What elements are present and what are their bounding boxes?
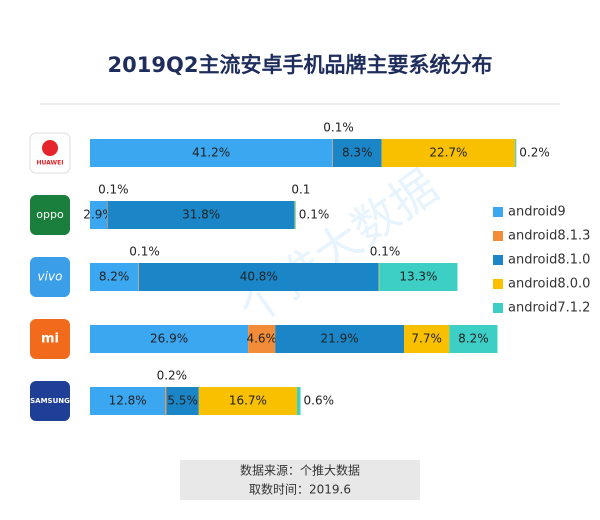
watermark: 个推大数据 — [228, 159, 447, 335]
bar-segment — [296, 387, 301, 415]
logo-bg — [30, 319, 70, 359]
legend-label: android8.1.3 — [508, 229, 590, 244]
value-label: 22.7% — [429, 146, 467, 160]
category-label: HUAWEI — [36, 160, 63, 167]
value-label: 7.7% — [411, 332, 442, 346]
value-label: 41.2% — [192, 146, 230, 160]
bar-segment — [275, 325, 404, 353]
bar-segment — [90, 263, 139, 291]
legend-swatch — [493, 231, 503, 241]
bar-segment — [248, 325, 276, 353]
value-label: 2.9% — [83, 208, 114, 222]
bar-segment — [294, 201, 296, 229]
category-label: oppo — [36, 208, 64, 221]
legend-swatch — [493, 255, 503, 265]
value-label: 0.1% — [299, 208, 330, 222]
legend-swatch — [493, 303, 503, 313]
logo-bg — [30, 195, 70, 235]
legend-label: android7.1.2 — [508, 301, 590, 316]
bar-segment — [332, 139, 333, 167]
logo-bg — [30, 257, 70, 297]
bar-segment — [295, 201, 296, 229]
value-label: 21.9% — [321, 332, 359, 346]
category-label: vivo — [38, 270, 63, 284]
logos: HUAWEI oppo vivo mi SAMSUNG — [29, 132, 71, 421]
bar-segment — [381, 139, 516, 167]
legend-label: android8.1.0 — [508, 253, 590, 268]
value-label: 8.2% — [458, 332, 489, 346]
value-label: 4.6% — [246, 332, 277, 346]
source: 数据来源：个推大数据 — [240, 463, 360, 478]
bar-segment — [90, 201, 108, 229]
value-label: 0.2% — [519, 146, 550, 160]
date: 取数时间：2019.6 — [249, 482, 351, 497]
category-label: SAMSUNG — [30, 397, 70, 405]
bar-segment — [403, 325, 450, 353]
category-label: mi — [41, 332, 59, 347]
bar-segment — [379, 263, 458, 291]
value-label: 31.8% — [182, 208, 220, 222]
value-label: 5.5% — [167, 394, 198, 408]
legend-label: android8.0.0 — [508, 277, 590, 292]
source-box — [180, 460, 420, 500]
value-label: 0.1% — [129, 245, 160, 259]
value-label: 0.1 — [291, 183, 310, 197]
value-label: 8.3% — [342, 146, 373, 160]
logo-icon — [42, 140, 58, 156]
bar-segment — [166, 387, 199, 415]
bar-segment — [332, 139, 382, 167]
value-label: 0.1% — [370, 245, 401, 259]
value-label: 26.9% — [150, 332, 188, 346]
bar-segment — [515, 139, 517, 167]
value-label: 0.1% — [323, 121, 354, 135]
bar-segment — [138, 263, 379, 291]
bar-segment — [90, 139, 333, 167]
value-label: 12.8% — [109, 394, 147, 408]
legend-swatch — [493, 279, 503, 289]
value-label: 0.6% — [304, 394, 335, 408]
bar-segment — [107, 201, 295, 229]
bar-segment — [378, 263, 380, 291]
bar-segment — [449, 325, 498, 353]
value-label: 16.7% — [229, 394, 267, 408]
bar-segment — [165, 387, 167, 415]
value-label: 8.2% — [99, 270, 130, 284]
value-label: 13.3% — [399, 270, 437, 284]
bar-segment — [90, 325, 249, 353]
legend-swatch — [493, 207, 503, 217]
value-label: 40.8% — [240, 270, 278, 284]
value-label: 0.1% — [98, 183, 129, 197]
bar-segment — [90, 387, 166, 415]
bar-segment — [107, 201, 108, 229]
bar-segment — [138, 263, 139, 291]
bar-segment — [198, 387, 297, 415]
value-label: 0.2% — [157, 369, 188, 383]
chart-title: 2019Q2主流安卓手机品牌主要系统分布 — [108, 53, 493, 77]
legend-label: android9 — [508, 205, 566, 220]
logo-bg — [30, 381, 70, 421]
